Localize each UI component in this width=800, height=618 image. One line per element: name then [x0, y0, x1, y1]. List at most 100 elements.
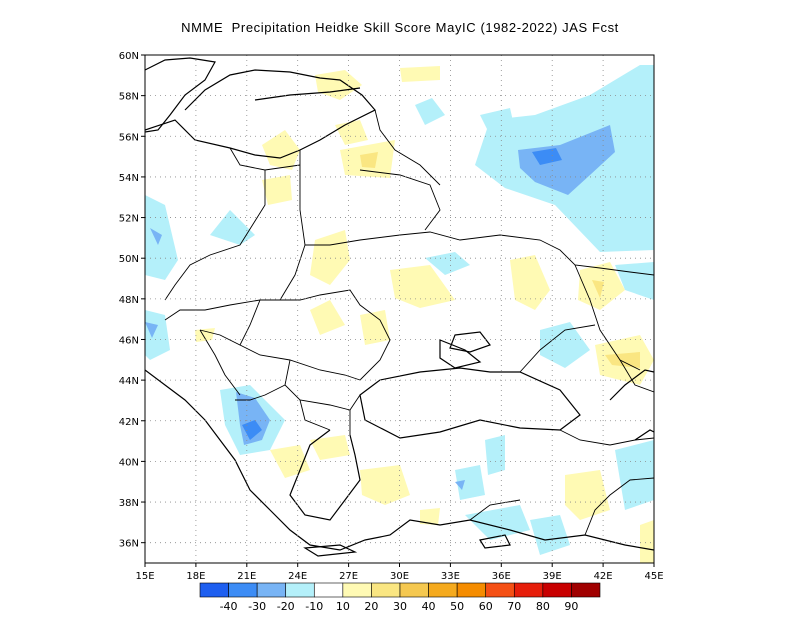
baltic-coast — [145, 69, 376, 159]
azov-sea-coast — [449, 331, 491, 353]
lon-tick-label: 24E — [288, 571, 307, 582]
latitude-ticks: 36N 38N 40N 42N 44N 46N 48N 50N 52N 54N 56N 58N 60N — [119, 51, 145, 550]
colorbar-swatch — [199, 582, 229, 598]
lat-tick-label: 38N — [119, 498, 139, 509]
positive-skill-area-hungary — [310, 300, 345, 335]
colorbar-label: 20 — [364, 600, 378, 613]
plot-title: NMME Precipitation Heidke Skill Score Ma… — [181, 20, 619, 35]
lat-tick-label: 50N — [119, 254, 139, 265]
positive-skill-area-crimea — [480, 108, 515, 135]
positive-skill-area-adriatic-core — [145, 322, 158, 338]
lon-tick-label: 42E — [594, 571, 613, 582]
colorbar-swatch — [228, 582, 258, 598]
positive-skill-area-aegean — [420, 508, 440, 525]
positive-skill-area-belarus-core — [360, 152, 378, 168]
positive-skill-area-volga-east — [615, 262, 654, 300]
colorbar-label: 70 — [507, 600, 521, 613]
positive-skill-area-poland — [262, 175, 292, 205]
colorbar-swatch — [285, 582, 315, 598]
colorbar-swatch — [542, 582, 572, 598]
lon-tick-label: 45E — [644, 571, 663, 582]
positive-skill-area-bulgaria — [310, 435, 350, 460]
lat-tick-label: 52N — [119, 214, 139, 225]
caspian-coast — [609, 369, 654, 441]
lat-tick-label: 40N — [119, 457, 139, 468]
positive-skill-area-caucasus — [540, 322, 590, 368]
cyprus — [479, 534, 511, 549]
colorbar-label: -30 — [248, 600, 266, 613]
longitude-ticks: 15E 18E 21E 24E 27E 30E 33E 36E 39E 42E 45E — [135, 563, 664, 582]
colorbar — [199, 582, 601, 598]
lon-tick-label: 30E — [390, 571, 409, 582]
colorbar-label: 40 — [422, 600, 436, 613]
lat-tick-label: 54N — [119, 173, 139, 184]
positive-skill-area-adriatic — [145, 310, 170, 360]
positive-skill-area-anatolia-west — [360, 465, 410, 505]
lon-tick-label: 33E — [441, 571, 460, 582]
colorbar-swatch — [371, 582, 401, 598]
positive-skill-area-central-russia-peak — [532, 148, 562, 165]
colorbar-swatch — [571, 582, 601, 598]
lat-tick-label: 46N — [119, 335, 139, 346]
positive-skill-area-sw-russia — [510, 255, 550, 310]
colorbar-label: -20 — [277, 600, 295, 613]
positive-skill-area-armenia — [615, 440, 654, 510]
colorbar-label: -10 — [305, 600, 323, 613]
positive-skill-area-eastern-ukraine — [425, 252, 470, 275]
positive-skill-area-west-edge-core — [150, 228, 162, 245]
lon-tick-label: 15E — [135, 571, 154, 582]
lat-tick-label: 60N — [119, 51, 139, 62]
colorbar-swatch — [313, 582, 344, 598]
positive-skill-area-levant — [530, 515, 570, 555]
positive-skill-area-croatia — [195, 328, 215, 342]
positive-skill-area-anatolia — [455, 465, 485, 500]
country-borders — [164, 109, 654, 536]
lat-tick-label: 44N — [119, 376, 139, 387]
positive-skill-area-iran-border — [640, 520, 654, 563]
lat-tick-label: 58N — [119, 92, 139, 103]
colorbar-swatch — [256, 582, 287, 598]
positive-skill-area-north-central — [415, 98, 445, 125]
colorbar-swatch — [513, 582, 544, 598]
lon-tick-label: 27E — [339, 571, 358, 582]
aegean-coast — [289, 429, 361, 521]
colorbar-label: 80 — [536, 600, 550, 613]
colorbar-swatch — [428, 582, 458, 598]
positive-skill-area-western-ukraine — [310, 230, 350, 285]
scandinavia-coast — [145, 57, 216, 133]
positive-skill-area-central-ukraine — [390, 265, 455, 308]
lon-tick-label: 39E — [543, 571, 562, 582]
positive-skill-area-baltic — [335, 120, 368, 145]
crete — [303, 544, 358, 557]
positive-skill-area-volga-core — [592, 280, 604, 298]
lon-tick-label: 18E — [186, 571, 205, 582]
positive-skill-area-nw-russia — [315, 70, 362, 100]
colorbar-swatch — [456, 582, 487, 598]
positive-skill-area-ne-sweden — [400, 66, 440, 82]
colorbar-swatch — [399, 582, 429, 598]
lon-tick-label: 21E — [237, 571, 256, 582]
colorbar-label: 60 — [479, 600, 493, 613]
colorbar-label: -40 — [220, 600, 238, 613]
adriatic-coast — [145, 369, 654, 551]
colorbar-label: 10 — [336, 600, 350, 613]
lat-tick-label: 42N — [119, 417, 139, 428]
coastlines — [145, 57, 654, 557]
positive-skill-area-east-turkey — [565, 470, 610, 520]
positive-skill-area-west-edge — [145, 195, 178, 280]
colorbar-label: 30 — [393, 600, 407, 613]
positive-skill-area-anatolia-core — [455, 480, 465, 490]
lat-tick-label: 36N — [119, 539, 139, 550]
gulf-of-finland — [254, 87, 361, 101]
colorbar-label: 50 — [450, 600, 464, 613]
lat-tick-label: 56N — [119, 132, 139, 143]
colorbar-swatch — [485, 582, 515, 598]
black-sea-coast — [359, 367, 581, 439]
positive-skill-area-romania — [360, 310, 390, 345]
positive-skill-area-lithuania — [262, 130, 300, 170]
positive-skill-area-central-turkey — [485, 435, 505, 475]
lat-tick-label: 48N — [119, 295, 139, 306]
skill-score-shading — [145, 65, 654, 563]
colorbar-label: 90 — [564, 600, 578, 613]
